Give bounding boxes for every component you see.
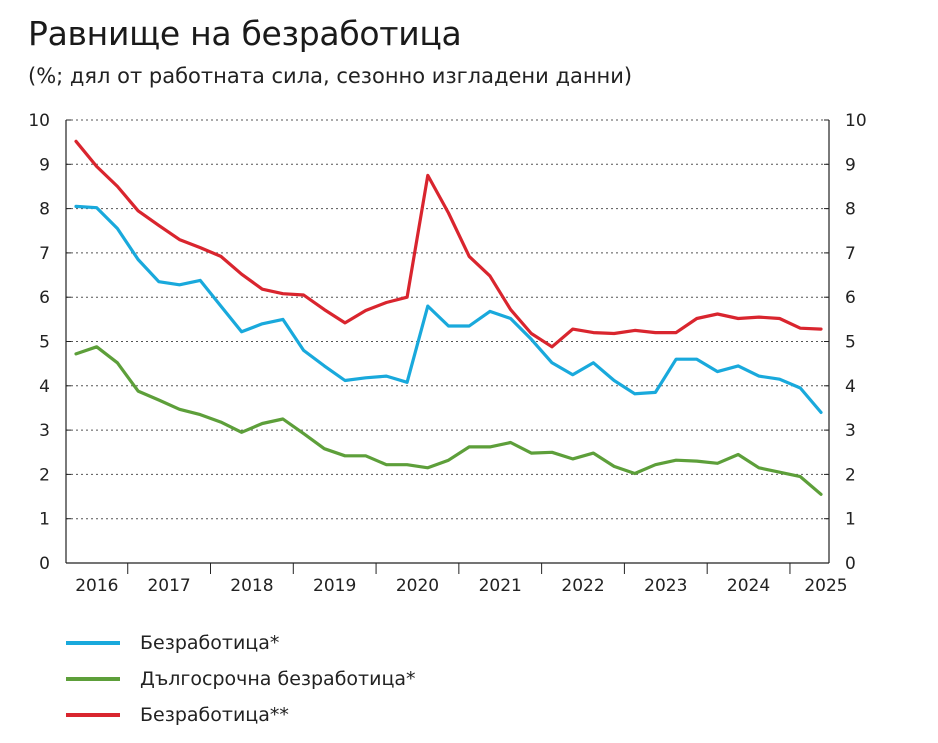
legend-swatch — [66, 641, 120, 645]
y-tick-label-right: 0 — [845, 554, 856, 574]
x-tick-label: 2024 — [727, 576, 770, 596]
series-line — [74, 139, 823, 349]
x-tick-label: 2020 — [396, 576, 439, 596]
y-tick-label-left: 6 — [39, 288, 50, 308]
x-tick-label: 2019 — [313, 576, 356, 596]
y-tick-label-left: 9 — [39, 155, 50, 175]
y-tick-label-left: 4 — [39, 377, 50, 397]
legend-item: Безработица* — [66, 625, 416, 661]
legend-item: Дългосрочна безработица* — [66, 661, 416, 697]
y-tick-label-right: 3 — [845, 421, 856, 441]
legend-label: Безработица** — [140, 704, 289, 726]
y-tick-label-left: 8 — [39, 200, 50, 220]
legend-swatch — [66, 713, 120, 717]
y-tick-label-left: 0 — [39, 554, 50, 574]
y-tick-label-left: 10 — [28, 111, 50, 131]
line-chart: 0 0 1 1 2 2 3 3 4 4 5 5 6 6 7 7 8 8 9 9 10 10 2016 2017 2018 2019… — [28, 111, 867, 596]
y-tick-label-right: 1 — [845, 510, 856, 530]
y-tick-label-right: 8 — [845, 200, 856, 220]
y-tick-label-left: 5 — [39, 333, 50, 353]
x-tick-label: 2025 — [804, 576, 847, 596]
series-line — [74, 345, 823, 496]
x-tick-label: 2018 — [230, 576, 273, 596]
legend-label: Безработица* — [140, 632, 280, 654]
y-tick-label-left: 1 — [39, 510, 50, 530]
x-tick-label: 2016 — [75, 576, 118, 596]
x-tick-label: 2017 — [147, 576, 190, 596]
x-tick-label: 2022 — [561, 576, 604, 596]
x-tick-label: 2023 — [644, 576, 687, 596]
y-tick-label-left: 7 — [39, 244, 50, 264]
legend-label: Дългосрочна безработица* — [140, 668, 416, 690]
y-tick-label-right: 5 — [845, 333, 856, 353]
y-tick-label-right: 2 — [845, 465, 856, 485]
legend-item: Безработица** — [66, 697, 416, 733]
series-line — [74, 204, 823, 414]
y-tick-label-left: 2 — [39, 465, 50, 485]
y-tick-label-right: 7 — [845, 244, 856, 264]
y-tick-label-right: 4 — [845, 377, 856, 397]
y-tick-label-right: 9 — [845, 155, 856, 175]
legend: Безработица* Дългосрочна безработица* Безр… — [66, 625, 416, 733]
chart-subtitle: (%; дял от работната сила, сезонно изгла… — [28, 64, 633, 88]
y-tick-label-right: 10 — [845, 111, 867, 131]
chart-title: Равнище на безработица — [28, 14, 462, 53]
x-tick-label: 2021 — [479, 576, 522, 596]
y-tick-label-right: 6 — [845, 288, 856, 308]
y-tick-label-left: 3 — [39, 421, 50, 441]
legend-swatch — [66, 677, 120, 681]
